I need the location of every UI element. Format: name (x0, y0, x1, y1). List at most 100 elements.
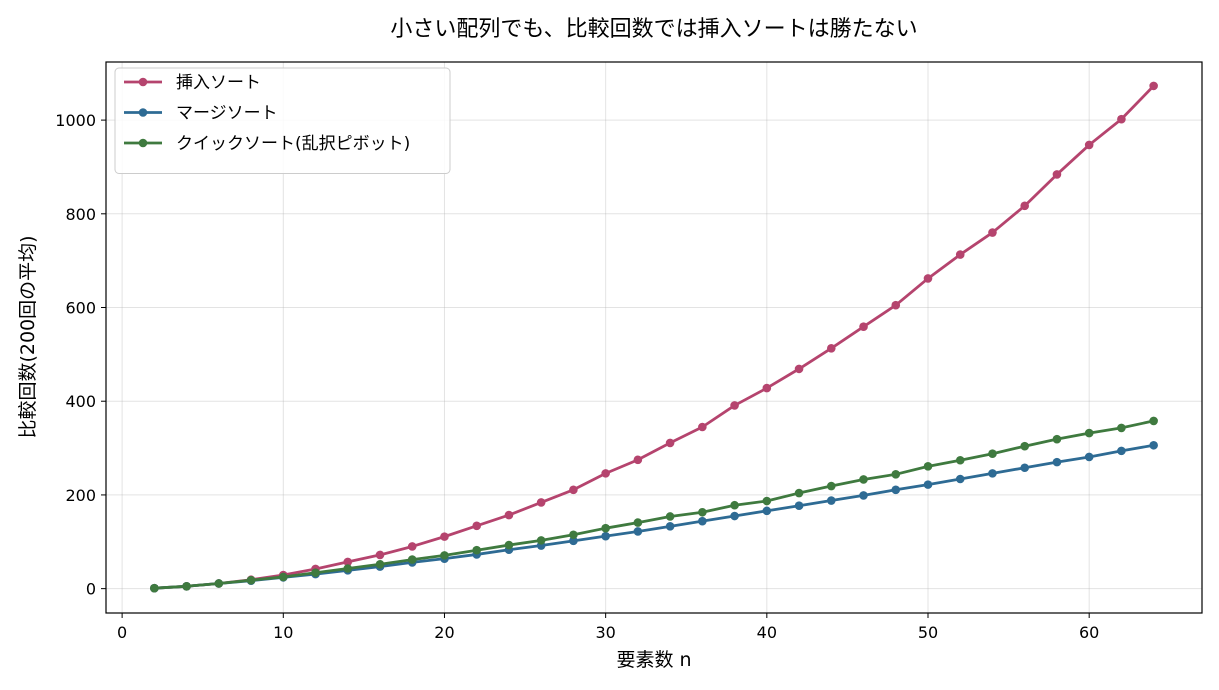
chart-title: 小さい配列でも、比較回数では挿入ソートは勝たない (390, 17, 917, 42)
data-point (1052, 457, 1062, 467)
x-axis-title: 要素数 n (616, 649, 691, 671)
data-point (698, 516, 707, 526)
plot-area (105, 61, 1203, 614)
series-line (154, 419, 1154, 590)
data-point (698, 422, 707, 432)
data-point (214, 579, 224, 588)
data-point (988, 228, 997, 237)
data-point (601, 469, 610, 478)
x-tick-label: 0 (117, 623, 127, 642)
legend-label: マージソート (176, 104, 278, 124)
data-point (182, 581, 191, 591)
data-point (762, 506, 772, 516)
x-tick-label: 50 (918, 623, 938, 642)
data-point (633, 455, 643, 465)
data-point (891, 485, 901, 495)
data-point (150, 583, 159, 593)
data-point (730, 500, 739, 510)
data-point (762, 383, 772, 393)
y-axis-title: 比較回数(200回の平均) (17, 235, 39, 438)
data-point (311, 568, 320, 578)
data-point (472, 545, 482, 555)
data-point (859, 491, 868, 500)
data-point (988, 469, 997, 478)
legend-label: 挿入ソート (176, 73, 261, 93)
x-axis: 0 10 20 30 40 50 60 (117, 613, 1099, 642)
data-point (665, 522, 675, 531)
series-layer (150, 81, 1158, 593)
data-point (1149, 440, 1158, 450)
data-point (504, 510, 514, 520)
data-point (891, 300, 901, 310)
x-tick-label: 30 (595, 623, 615, 642)
data-point (1117, 423, 1126, 433)
data-point (826, 481, 836, 491)
series-3 (150, 416, 1158, 593)
y-axis: 0 200 400 600 800 1000 (55, 111, 106, 599)
data-point (988, 449, 997, 458)
data-point (730, 511, 739, 521)
data-point (923, 274, 933, 283)
legend-item: クイックソート(乱択ピボット) (124, 134, 410, 154)
data-point (665, 438, 675, 448)
data-point (407, 542, 417, 551)
data-point (794, 364, 804, 374)
data-point (1084, 428, 1094, 438)
data-point (601, 531, 610, 541)
data-point (504, 540, 514, 550)
data-point (407, 555, 417, 564)
data-point (472, 521, 482, 531)
data-point (1149, 416, 1158, 426)
legend-label: クイックソート(乱択ピボット) (176, 134, 410, 154)
y-tick-label: 400 (65, 392, 96, 411)
series-2 (150, 440, 1158, 593)
data-point (246, 575, 256, 585)
data-point (826, 496, 836, 505)
y-tick-label: 1000 (55, 111, 96, 130)
x-tick-label: 60 (1079, 623, 1099, 642)
x-tick-label: 10 (273, 623, 293, 642)
data-point (1117, 114, 1126, 124)
data-point (1149, 81, 1158, 91)
data-point (730, 401, 739, 410)
series-1 (150, 81, 1158, 593)
data-point (665, 512, 675, 521)
data-point (375, 559, 385, 569)
x-tick-label: 40 (757, 623, 777, 642)
legend-item: 挿入ソート (124, 73, 261, 93)
y-tick-label: 0 (86, 580, 96, 599)
data-point (891, 470, 901, 479)
legend-item: マージソート (124, 104, 278, 124)
data-point (601, 523, 610, 533)
data-point (923, 462, 933, 471)
data-point (375, 550, 385, 560)
data-point (569, 530, 578, 540)
data-point (859, 475, 868, 484)
data-point (955, 474, 965, 484)
data-point (1052, 434, 1062, 444)
data-point (698, 507, 707, 517)
data-point (440, 551, 449, 560)
y-tick-label: 200 (65, 486, 96, 505)
data-point (955, 250, 965, 259)
legend-box (114, 67, 451, 174)
data-point (1052, 170, 1062, 179)
data-point (343, 557, 353, 567)
data-point (1020, 441, 1030, 451)
data-point (1117, 446, 1126, 456)
data-point (1020, 463, 1030, 473)
data-point (569, 536, 578, 546)
series-line (154, 443, 1154, 590)
data-point (1084, 140, 1094, 150)
series-line (154, 84, 1155, 590)
data-point (633, 518, 643, 527)
x-tick-label: 20 (434, 623, 454, 642)
data-point (536, 536, 546, 545)
grid (106, 62, 1202, 613)
data-point (633, 527, 643, 536)
data-point (569, 485, 578, 495)
y-tick-label: 800 (65, 205, 96, 224)
